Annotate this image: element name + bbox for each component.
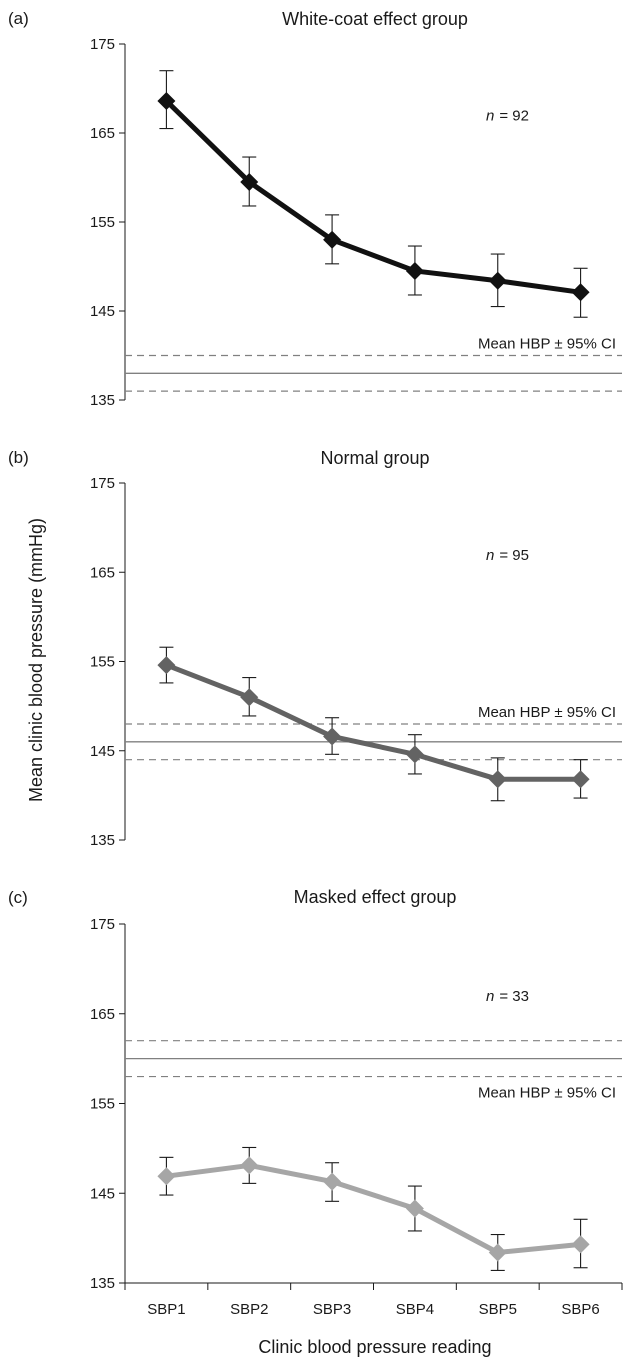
- series-line: [165, 662, 581, 782]
- data-point: [488, 770, 507, 789]
- data-point: [240, 1156, 259, 1175]
- data-point: [323, 727, 342, 746]
- y-tick-label: 165: [90, 125, 115, 142]
- panel-a: (a) White-coat effect group 135 145 155 165 17…: [8, 9, 622, 409]
- data-point: [323, 230, 342, 249]
- y-axis-title: Mean clinic blood pressure (mmHg): [26, 518, 46, 802]
- data-point: [488, 271, 507, 290]
- hbp-label: Mean HBP ± 95% CI: [478, 704, 616, 721]
- n-symbol: n: [486, 988, 494, 1005]
- y-tick-label: 175: [90, 475, 115, 492]
- n-annotation: n = 95: [486, 547, 529, 564]
- panel-b: (b) Normal group 135 145 155 165 175 Mean HBP ±…: [8, 448, 622, 849]
- y-tick-label: 165: [90, 1006, 115, 1023]
- data-point: [240, 172, 259, 191]
- n-value: = 92: [499, 108, 529, 125]
- panel-tag: (c): [8, 888, 28, 907]
- n-annotation: n = 33: [486, 988, 529, 1005]
- data-point: [405, 1199, 424, 1218]
- panel-title: Normal group: [320, 448, 429, 468]
- data-point: [488, 1243, 507, 1262]
- n-annotation: n = 92: [486, 108, 529, 125]
- y-tick-label: 155: [90, 654, 115, 671]
- data-point: [571, 283, 590, 302]
- data-point: [157, 91, 176, 110]
- panels: (a) White-coat effect group 135 145 155 165 17…: [8, 9, 623, 1318]
- hbp-label: Mean HBP ± 95% CI: [478, 1085, 616, 1102]
- y-tick-label: 175: [90, 916, 115, 933]
- n-symbol: n: [486, 108, 494, 125]
- x-tick-label: SBP2: [230, 1301, 268, 1318]
- x-axis-title: Clinic blood pressure reading: [258, 1337, 491, 1357]
- panel-title: Masked effect group: [294, 887, 457, 907]
- y-tick-label: 135: [90, 392, 115, 409]
- data-point: [240, 688, 259, 707]
- n-symbol: n: [486, 547, 494, 564]
- hbp-label: Mean HBP ± 95% CI: [478, 336, 616, 353]
- y-tick-label: 145: [90, 1185, 115, 1202]
- x-tick-label: SBP5: [479, 1301, 517, 1318]
- data-point: [405, 261, 424, 280]
- n-value: = 33: [499, 988, 529, 1005]
- y-tick-label: 155: [90, 214, 115, 231]
- data-point: [571, 770, 590, 789]
- data-point: [571, 1235, 590, 1254]
- y-tick-label: 165: [90, 564, 115, 581]
- panel-c: (c) Masked effect group 135 145 155 165 175 SBP…: [8, 887, 623, 1318]
- x-tick-label: SBP3: [313, 1301, 351, 1318]
- x-tick-label: SBP1: [147, 1301, 185, 1318]
- panel-tag: (b): [8, 448, 29, 467]
- y-tick-label: 135: [90, 832, 115, 849]
- data-point: [405, 745, 424, 764]
- panel-tag: (a): [8, 9, 29, 28]
- y-tick-label: 145: [90, 743, 115, 760]
- n-value: = 95: [499, 547, 529, 564]
- series-line: [164, 99, 581, 295]
- x-tick-label: SBP6: [561, 1301, 599, 1318]
- y-tick-label: 135: [90, 1275, 115, 1292]
- data-point: [323, 1172, 342, 1191]
- y-tick-label: 175: [90, 36, 115, 53]
- panel-title: White-coat effect group: [282, 9, 468, 29]
- series-line: [166, 1162, 581, 1255]
- y-tick-label: 155: [90, 1096, 115, 1113]
- y-tick-label: 145: [90, 303, 115, 320]
- x-tick-label: SBP4: [396, 1301, 434, 1318]
- data-point: [157, 656, 176, 675]
- data-point: [157, 1167, 176, 1186]
